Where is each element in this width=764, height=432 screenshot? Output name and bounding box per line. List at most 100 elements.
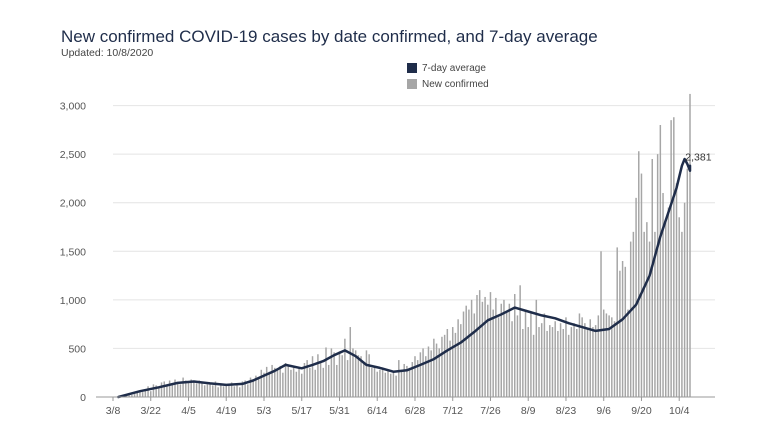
bar-new-confirmed[interactable]: [395, 375, 397, 397]
bar-new-confirmed[interactable]: [150, 391, 152, 397]
bar-new-confirmed[interactable]: [619, 270, 621, 397]
bar-new-confirmed[interactable]: [284, 363, 287, 397]
bar-new-confirmed[interactable]: [675, 183, 678, 397]
bar-new-confirmed[interactable]: [398, 360, 400, 397]
bar-new-confirmed[interactable]: [128, 395, 130, 397]
bar-new-confirmed[interactable]: [597, 315, 600, 397]
bar-new-confirmed[interactable]: [422, 348, 424, 397]
bar-new-confirmed[interactable]: [594, 325, 597, 397]
bar-new-confirmed[interactable]: [217, 387, 219, 397]
bar-new-confirmed[interactable]: [282, 372, 284, 397]
bar-new-confirmed[interactable]: [222, 386, 225, 397]
bar-new-confirmed[interactable]: [505, 311, 508, 397]
bar-new-confirmed[interactable]: [241, 381, 244, 397]
bar-new-confirmed[interactable]: [540, 323, 543, 397]
bar-new-confirmed[interactable]: [608, 315, 610, 397]
bar-new-confirmed[interactable]: [551, 327, 554, 397]
bar-new-confirmed[interactable]: [487, 304, 489, 397]
bar-new-confirmed[interactable]: [664, 222, 667, 397]
bar-new-confirmed[interactable]: [643, 231, 645, 397]
bar-new-confirmed[interactable]: [454, 332, 457, 397]
bar-new-confirmed[interactable]: [392, 371, 395, 397]
bar-new-confirmed[interactable]: [190, 379, 192, 397]
bar-new-confirmed[interactable]: [233, 386, 236, 397]
bar-new-confirmed[interactable]: [163, 381, 165, 397]
bar-new-confirmed[interactable]: [255, 375, 257, 397]
bar-new-confirmed[interactable]: [195, 383, 198, 397]
bar-new-confirmed[interactable]: [468, 309, 470, 397]
bar-new-confirmed[interactable]: [497, 317, 500, 397]
bar-new-confirmed[interactable]: [244, 380, 246, 397]
bar-new-confirmed[interactable]: [627, 309, 629, 397]
bar-new-confirmed[interactable]: [484, 296, 486, 397]
bar-new-confirmed[interactable]: [346, 360, 349, 397]
bar-new-confirmed[interactable]: [166, 385, 168, 397]
bar-new-confirmed[interactable]: [352, 348, 354, 397]
bar-new-confirmed[interactable]: [414, 356, 416, 397]
bar-new-confirmed[interactable]: [473, 313, 476, 397]
bar-new-confirmed[interactable]: [470, 299, 473, 397]
bar-new-confirmed[interactable]: [519, 285, 521, 397]
bar-new-confirmed[interactable]: [465, 305, 467, 397]
bar-new-confirmed[interactable]: [462, 311, 465, 397]
bar-new-confirmed[interactable]: [478, 290, 481, 397]
bar-new-confirmed[interactable]: [621, 261, 624, 397]
bar-new-confirmed[interactable]: [562, 329, 565, 397]
bar-new-confirmed[interactable]: [567, 334, 570, 397]
bar-new-confirmed[interactable]: [268, 371, 271, 397]
bar-new-confirmed[interactable]: [379, 369, 381, 397]
bar-new-confirmed[interactable]: [311, 356, 314, 397]
bar-new-confirmed[interactable]: [187, 382, 190, 397]
bar-new-confirmed[interactable]: [419, 352, 422, 397]
bar-new-confirmed[interactable]: [247, 384, 249, 397]
bar-new-confirmed[interactable]: [300, 373, 303, 397]
bar-new-confirmed[interactable]: [265, 366, 268, 397]
bar-new-confirmed[interactable]: [403, 363, 405, 397]
bar-new-confirmed[interactable]: [451, 327, 454, 397]
bar-new-confirmed[interactable]: [460, 324, 462, 397]
bar-new-confirmed[interactable]: [209, 382, 211, 397]
bar-new-confirmed[interactable]: [174, 379, 176, 397]
bar-new-confirmed[interactable]: [605, 313, 608, 397]
bar-new-confirmed[interactable]: [373, 365, 376, 397]
bar-new-confirmed[interactable]: [249, 377, 252, 397]
bar-new-confirmed[interactable]: [670, 120, 672, 398]
bar-new-confirmed[interactable]: [576, 329, 578, 397]
bar-new-confirmed[interactable]: [586, 329, 589, 397]
bar-new-confirmed[interactable]: [287, 364, 289, 397]
bar-new-confirmed[interactable]: [317, 354, 319, 397]
bar-new-confirmed[interactable]: [549, 325, 551, 397]
bar-new-confirmed[interactable]: [589, 319, 591, 397]
bar-new-confirmed[interactable]: [441, 336, 443, 397]
bar-new-confirmed[interactable]: [427, 346, 430, 397]
bar-new-confirmed[interactable]: [357, 355, 360, 397]
bar-new-confirmed[interactable]: [131, 395, 133, 397]
bar-new-confirmed[interactable]: [573, 323, 575, 397]
bar-new-confirmed[interactable]: [584, 323, 586, 397]
bar-new-confirmed[interactable]: [368, 354, 370, 397]
bar-new-confirmed[interactable]: [581, 317, 583, 397]
bar-new-confirmed[interactable]: [554, 321, 556, 397]
bar-new-confirmed[interactable]: [387, 370, 389, 397]
bar-new-confirmed[interactable]: [433, 338, 435, 397]
bar-new-confirmed[interactable]: [600, 251, 602, 397]
bar-new-confirmed[interactable]: [384, 372, 387, 397]
bar-new-confirmed[interactable]: [260, 369, 263, 397]
bar-new-confirmed[interactable]: [319, 363, 322, 397]
bar-new-confirmed[interactable]: [389, 373, 392, 397]
bar-new-confirmed[interactable]: [406, 365, 408, 397]
bar-new-confirmed[interactable]: [271, 364, 273, 397]
bar-new-confirmed[interactable]: [220, 383, 222, 397]
bar-new-confirmed[interactable]: [206, 384, 209, 397]
bar-new-confirmed[interactable]: [292, 366, 295, 397]
bar-new-confirmed[interactable]: [147, 386, 149, 397]
bar-new-confirmed[interactable]: [659, 125, 662, 397]
bar-new-confirmed[interactable]: [228, 385, 230, 397]
bar-new-confirmed[interactable]: [327, 364, 330, 397]
bar-new-confirmed[interactable]: [257, 377, 260, 397]
bar-new-confirmed[interactable]: [144, 389, 147, 397]
bar-new-confirmed[interactable]: [212, 385, 214, 397]
bar-new-confirmed[interactable]: [656, 154, 659, 397]
bar-new-confirmed[interactable]: [158, 388, 160, 397]
bar-new-confirmed[interactable]: [443, 334, 446, 397]
